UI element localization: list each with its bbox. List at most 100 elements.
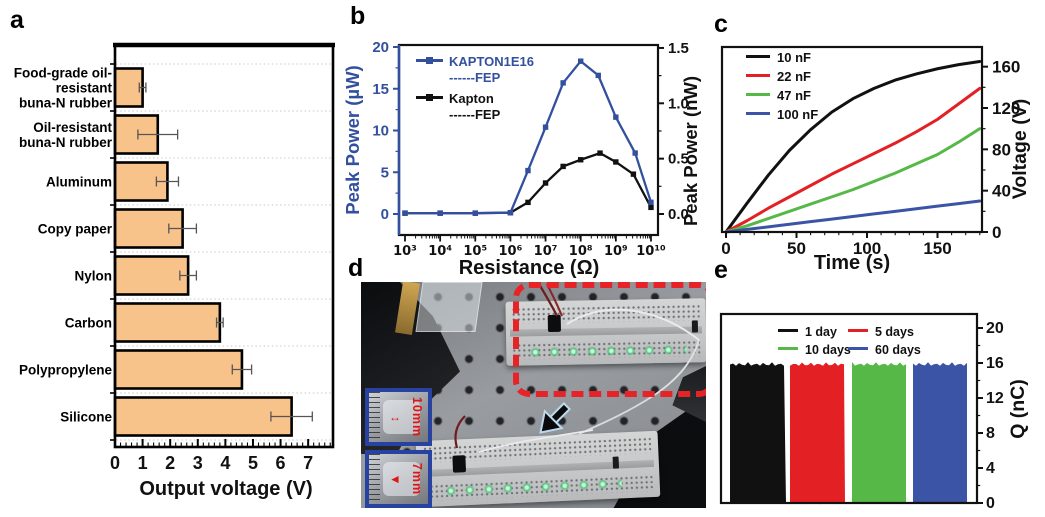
x-tick-labels: 10³ 10⁴ 10⁵ 10⁶ 10⁷ 10⁸ 10⁹ 10¹⁰ (393, 244, 666, 259)
svg-text:2: 2 (165, 453, 175, 473)
series-line-100 nF (724, 199, 982, 234)
axis-ticks (977, 327, 983, 504)
legend-entry: 22 nF (746, 67, 818, 86)
svg-text:10¹⁰: 10¹⁰ (636, 244, 666, 259)
legend-label: 22 nF (777, 69, 811, 84)
svg-text:0: 0 (986, 495, 995, 512)
svg-text:1.0: 1.0 (668, 95, 689, 112)
legend-line-marker-icon (416, 93, 443, 101)
legend-line-icon (746, 112, 770, 115)
legend-line-icon (778, 347, 798, 350)
svg-text:120: 120 (992, 99, 1020, 118)
bar (113, 349, 244, 390)
svg-text:16: 16 (986, 355, 1004, 372)
svg-text:10: 10 (372, 123, 389, 140)
legend-label: 47 nF (777, 88, 811, 103)
white-wire (655, 339, 700, 395)
panel-label-d: d (348, 254, 364, 282)
svg-text:10⁶: 10⁶ (499, 244, 523, 259)
scale-label-7mm: 7mm (410, 462, 424, 496)
panel-a-x-axis-title: Output voltage (V) (139, 478, 313, 500)
svg-text:10⁴: 10⁴ (428, 244, 452, 259)
svg-text:0: 0 (110, 453, 120, 473)
inset-top: ↔ 10mm (365, 388, 432, 446)
svg-text:7: 7 (303, 453, 313, 473)
white-wire (578, 393, 657, 435)
scale-arrow-icon: ◄ (389, 472, 401, 486)
svg-text:5: 5 (248, 453, 258, 473)
error-bar (168, 223, 198, 234)
error-bar (138, 82, 147, 93)
legend-line-icon (778, 329, 798, 332)
category-label: Polypropylene (18, 361, 112, 377)
pointer-arrow-icon (539, 402, 571, 434)
category-label: Silicone (60, 408, 112, 424)
legend-entry: 5 days (848, 324, 914, 340)
legend-entry: Kapton (416, 91, 534, 107)
plot-frame (719, 312, 979, 505)
svg-text:0.5: 0.5 (668, 151, 689, 168)
device-closeup (383, 400, 420, 434)
legend-line-icon (848, 329, 868, 332)
legend-label: 10 nF (777, 50, 811, 65)
category-label: Food-grade oil- resistant buna-N rubber (13, 64, 112, 111)
svg-text:5: 5 (381, 164, 389, 181)
series-markers-KAPTON1E16 (402, 58, 654, 216)
svg-text:20: 20 (372, 39, 389, 56)
series-markers-Kapton (402, 150, 654, 216)
panel-b-left-y-axis-title: Peak Power (µW) (342, 65, 363, 215)
legend-label: Kapton (449, 91, 494, 106)
scale-arrow-icon: ↔ (389, 410, 401, 424)
svg-text:0.0: 0.0 (668, 206, 689, 223)
legend-label: 100 nF (777, 107, 819, 122)
error-bar (137, 129, 179, 140)
chart-c-svg: 0 50 100 150 0 40 80 120 160 (720, 45, 1020, 258)
red-wire (454, 415, 466, 449)
legend-line-icon (848, 347, 868, 350)
scale-label-10mm: 10mm (410, 396, 424, 438)
bar (113, 396, 293, 437)
bar (113, 302, 222, 343)
legend-line-icon (746, 74, 770, 77)
series-line-22 nF (724, 86, 982, 234)
svg-text:10⁹: 10⁹ (604, 244, 628, 259)
chart-e-svg: 0 4 8 12 16 20 (719, 312, 1004, 512)
category-label: Nylon (74, 267, 112, 283)
panel-d-photo: ↔ 10mm ◄ 7mm (340, 258, 710, 517)
legend-line-icon (746, 93, 770, 96)
axis-ticks (725, 65, 988, 238)
panel-label-b: b (350, 2, 366, 30)
panel-e-right-y-axis-title: Q (nC) (1007, 379, 1029, 439)
panel-label-e: e (714, 256, 728, 284)
panel-c-right-y-axis-title: Voltage (V) (1009, 98, 1031, 200)
svg-text:160: 160 (992, 58, 1020, 77)
ruler-marks (369, 454, 380, 504)
svg-text:6: 6 (276, 453, 286, 473)
series-line-KAPTON1E16 (405, 59, 653, 215)
legend-entry: 10 days (778, 342, 851, 358)
category-label: Oil-resistant buna-N rubber (19, 119, 112, 150)
legend-sublabel: ------FEP (449, 107, 501, 122)
legend-entry: 60 days (848, 342, 921, 358)
svg-text:10³: 10³ (393, 244, 417, 259)
inset-bottom: ◄ 7mm (365, 450, 432, 508)
svg-text:80: 80 (992, 140, 1011, 159)
svg-text:0: 0 (992, 223, 1001, 242)
series-line-10 nF (724, 60, 982, 234)
error-bar (270, 411, 313, 422)
svg-text:10⁸: 10⁸ (569, 244, 593, 259)
legend-label: KAPTON1E16 (449, 54, 535, 69)
panel-label-a: a (10, 6, 24, 34)
svg-text:40: 40 (992, 182, 1011, 201)
panel-a-output-voltage-chart: Output voltage (V) 0 1 2 3 4 5 6 7 Food-grade oi… (0, 0, 350, 517)
svg-text:12: 12 (986, 390, 1004, 407)
series-line-47 nF (724, 127, 982, 234)
legend-label: 10 days (805, 343, 851, 357)
ruler-marks (369, 392, 380, 442)
svg-text:0: 0 (381, 206, 389, 223)
svg-text:50: 50 (787, 239, 806, 258)
legend-line-marker-icon (416, 56, 443, 64)
